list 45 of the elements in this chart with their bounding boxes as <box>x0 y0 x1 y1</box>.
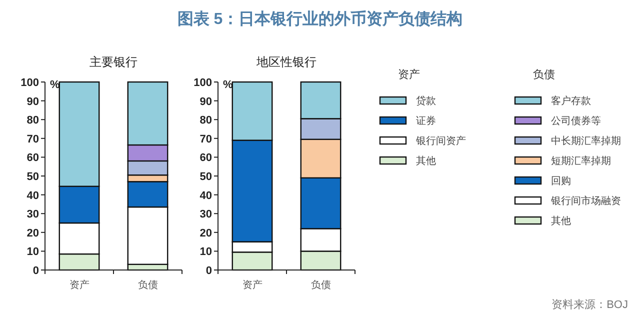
text: 负债 <box>533 69 555 81</box>
legend-label: 其他 <box>551 215 571 227</box>
y-tick-label: 30 <box>26 208 39 221</box>
y-tick-label: 100 <box>20 77 39 89</box>
x-tick-label: 资产 <box>242 279 262 291</box>
y-tick-label: 70 <box>200 133 212 146</box>
chart-subtitle: 地区性银行 <box>256 55 316 69</box>
legend-label: 中长期汇率掉期 <box>551 135 621 147</box>
text: 资产 <box>398 68 420 81</box>
y-axis-title: % <box>223 79 233 91</box>
legend-label: 回购 <box>551 176 571 187</box>
legend-label: 客户存款 <box>551 95 591 107</box>
x-tick-label: 资产 <box>69 279 90 291</box>
y-tick-label: 40 <box>200 190 212 202</box>
y-tick-label: 70 <box>26 133 39 146</box>
y-tick-label: 20 <box>200 227 212 240</box>
legend-label: 其他 <box>416 155 436 167</box>
x-tick-label: 负债 <box>310 279 331 291</box>
legend-label: 公司债券等 <box>551 115 601 127</box>
y-tick-label: 80 <box>200 114 212 127</box>
x-tick-label: 负债 <box>138 279 158 291</box>
y-tick-label: 60 <box>26 152 39 164</box>
text: 资料来源：BOJ <box>552 298 628 311</box>
text: 图表 5：日本银行业的外币资产负债结构 <box>177 10 463 28</box>
y-tick-label: 0 <box>206 265 212 277</box>
legend-label: 银行间资产 <box>415 135 466 147</box>
y-tick-label: 100 <box>194 77 212 89</box>
y-tick-label: 10 <box>200 246 212 258</box>
y-tick-label: 80 <box>26 114 39 127</box>
y-tick-label: 50 <box>200 171 212 183</box>
y-tick-label: 0 <box>32 265 39 277</box>
legend-label: 银行间市场融资 <box>550 195 621 207</box>
y-tick-label: 40 <box>26 190 39 202</box>
y-tick-label: 60 <box>200 152 212 164</box>
legend-label: 证券 <box>416 115 436 127</box>
legend-label: 短期汇率掉期 <box>551 155 611 167</box>
y-tick-label: 90 <box>26 96 39 108</box>
y-tick-label: 20 <box>26 227 39 240</box>
y-axis-title: % <box>50 79 60 91</box>
y-tick-label: 10 <box>26 246 39 258</box>
y-tick-label: 30 <box>200 208 212 221</box>
y-tick-label: 50 <box>26 171 39 183</box>
legend-label: 贷款 <box>416 95 436 107</box>
y-tick-label: 90 <box>200 96 212 108</box>
chart-subtitle: 主要银行 <box>90 55 138 69</box>
